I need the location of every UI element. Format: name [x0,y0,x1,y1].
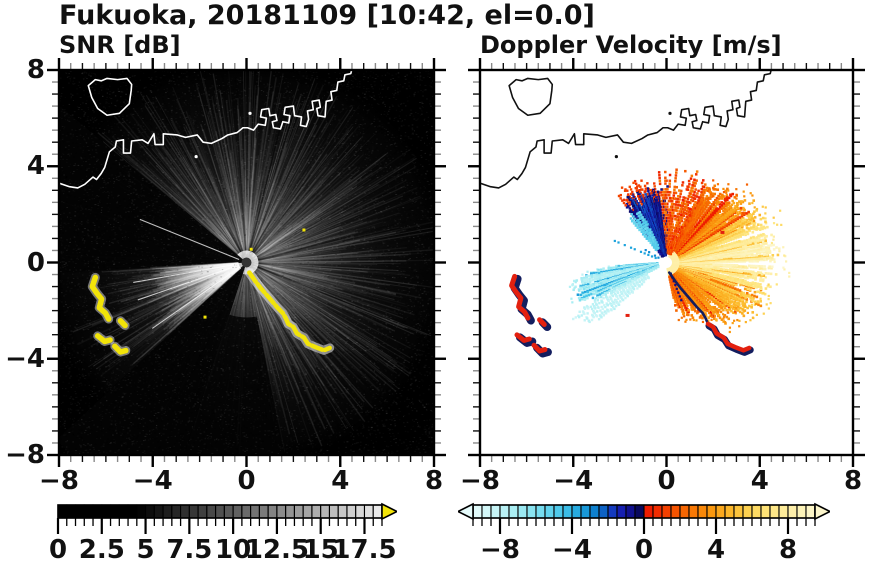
x-tick-label: 8 [424,466,444,496]
x-tick-label: 4 [750,466,769,496]
snr-colorbar-tick-label: 7.5 [166,535,213,565]
snr-colorbar [43,498,397,540]
velocity-colorbar [458,498,830,540]
snr-plot-canvas [41,52,452,473]
figure-title: Fukuoka, 20181109 [10:42, el=0.0] [59,0,595,31]
velocity-colorbar-tick-label: 4 [706,535,726,565]
x-tick-label: −4 [553,466,594,496]
x-tick-label: −8 [460,466,500,496]
y-tick-label: 4 [26,151,45,182]
x-tick-label: 4 [331,466,350,496]
x-tick-label: 0 [237,466,256,496]
y-tick-label: 8 [26,55,45,85]
snr-colorbar-tick-label: 5 [136,535,155,565]
snr-colorbar-tick-label: 10 [215,535,252,565]
velocity-colorbar-tick-label: 8 [778,535,798,565]
x-tick-label: 8 [843,466,863,496]
velocity-plot-canvas [462,52,870,473]
snr-colorbar-tick-label: 17.5 [332,535,397,565]
snr-colorbar-tick-label: 12.5 [244,535,309,565]
snr-colorbar-tick-label: 0 [48,535,68,565]
snr-colorbar-tick-label: 15 [302,535,339,565]
velocity-colorbar-tick-label: 0 [634,535,654,565]
x-tick-label: 0 [657,466,676,496]
y-tick-label: −4 [5,343,45,374]
y-tick-label: −8 [5,440,45,470]
velocity-colorbar-tick-label: −8 [480,535,520,565]
x-tick-label: −4 [132,466,173,496]
x-tick-label: −8 [39,466,79,496]
snr-colorbar-tick-label: 2.5 [78,535,125,565]
velocity-colorbar-tick-label: −4 [552,535,592,565]
y-tick-label: 0 [26,247,45,278]
